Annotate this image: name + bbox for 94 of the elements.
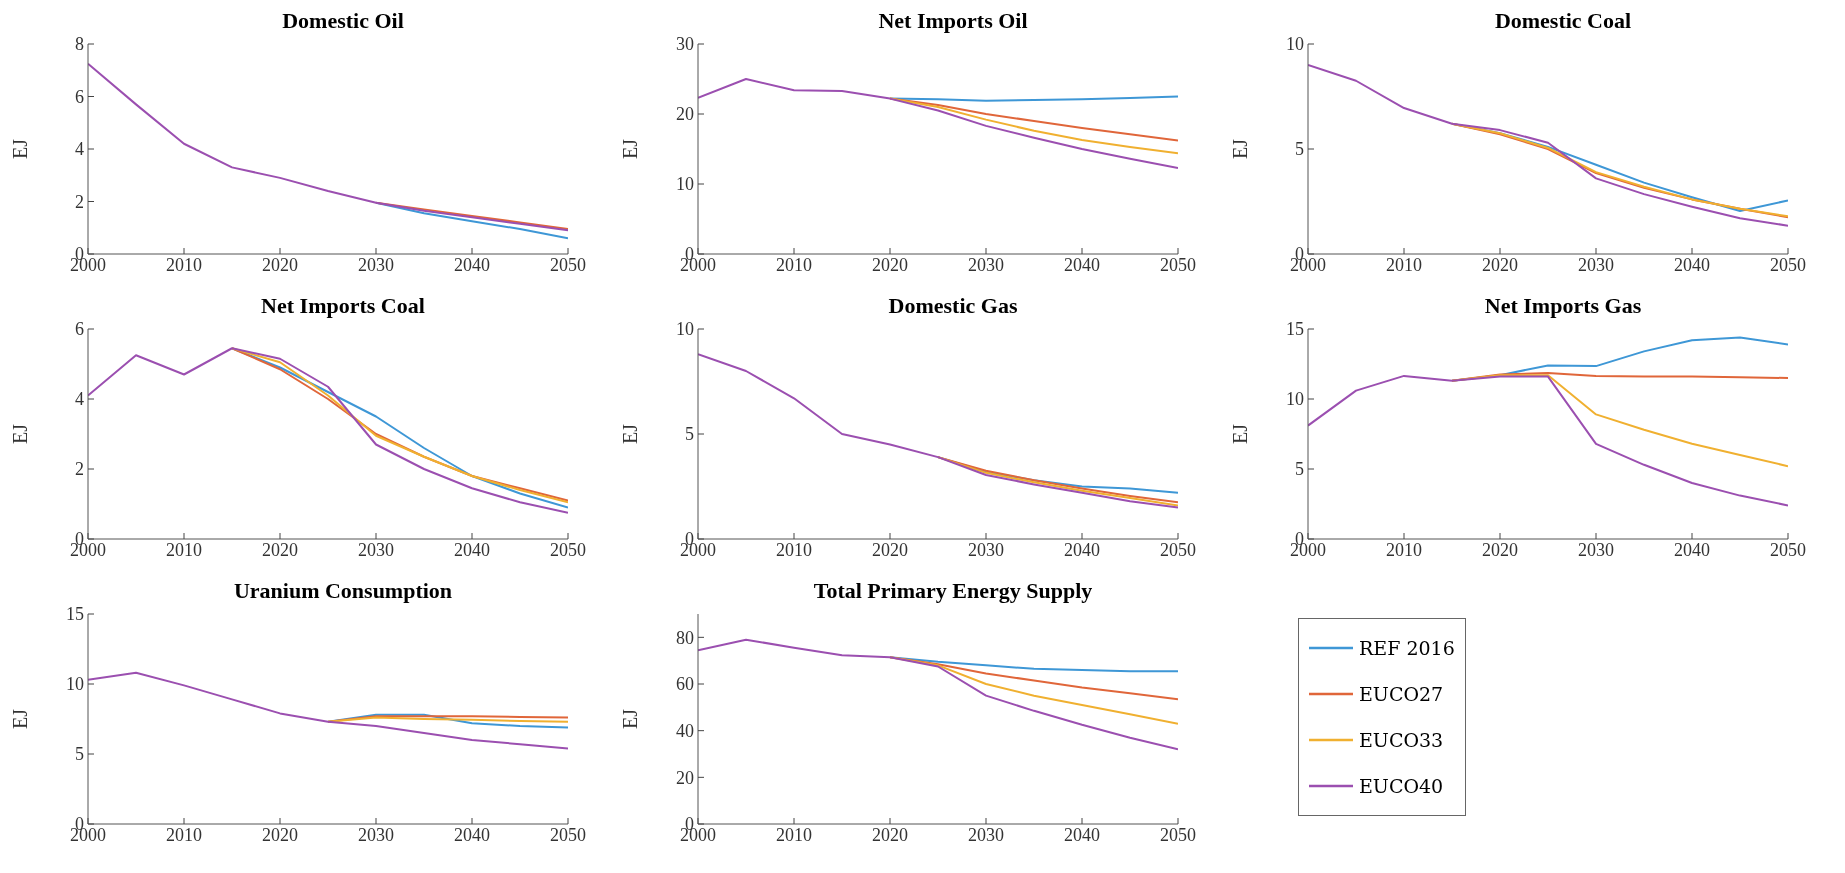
y-tick-label: 8 [75, 34, 84, 55]
y-axis-title: EJ [619, 138, 642, 159]
x-tick-label: 2050 [1160, 824, 1196, 845]
y-axis-title: EJ [619, 423, 642, 444]
y-axis-title: EJ [619, 708, 642, 729]
x-tick-label: 2040 [1064, 824, 1100, 845]
x-tick-label: 2020 [872, 539, 908, 560]
x-tick-label: 2050 [1770, 254, 1806, 275]
y-axis-title: EJ [9, 708, 32, 729]
x-tick-label: 2040 [454, 824, 490, 845]
chart-title: Domestic Gas [887, 293, 1019, 319]
y-tick-label: 20 [676, 767, 694, 788]
x-tick-label: 2030 [968, 824, 1004, 845]
y-tick-label: 2 [75, 191, 84, 212]
line-series [889, 656, 1178, 673]
chart-title: Net Imports Coal [260, 293, 426, 319]
legend-label: EUCO33 [1359, 729, 1444, 751]
line-series [88, 671, 568, 750]
y-tick-label: 5 [1295, 139, 1304, 160]
chart-title: Net Imports Gas [1483, 293, 1643, 319]
x-tick-label: 2010 [776, 539, 812, 560]
y-tick-label: 2 [75, 459, 84, 480]
x-tick-label: 2050 [1770, 539, 1806, 560]
y-tick-label: 4 [75, 389, 84, 410]
x-tick-label: 2020 [1482, 254, 1518, 275]
y-tick-label: 10 [1286, 389, 1304, 410]
x-tick-label: 2010 [776, 254, 812, 275]
legend-label: EUCO40 [1359, 775, 1444, 797]
x-tick-label: 2040 [454, 539, 490, 560]
line-series [698, 353, 1178, 509]
y-tick-label: 30 [676, 34, 694, 55]
x-tick-label: 2030 [968, 539, 1004, 560]
x-tick-label: 2040 [1064, 539, 1100, 560]
chart-title: Total Primary Energy Supply [812, 578, 1094, 604]
y-tick-label: 15 [66, 604, 84, 625]
x-tick-label: 2010 [166, 254, 202, 275]
y-tick-label: 60 [676, 674, 694, 695]
x-tick-label: 2010 [166, 539, 202, 560]
x-tick-label: 2020 [262, 254, 298, 275]
x-tick-label: 2040 [1674, 254, 1710, 275]
y-tick-label: 20 [676, 104, 694, 125]
x-tick-label: 2040 [1674, 539, 1710, 560]
y-tick-label: 80 [676, 627, 694, 648]
line-series [698, 638, 1178, 751]
x-tick-label: 2050 [550, 824, 586, 845]
x-tick-label: 2010 [776, 824, 812, 845]
line-series [88, 62, 568, 232]
x-tick-label: 2030 [358, 254, 394, 275]
y-tick-label: 5 [1295, 459, 1304, 480]
x-tick-label: 2050 [1160, 539, 1196, 560]
legend-label: REF 2016 [1359, 637, 1455, 659]
chart-title: Net Imports Oil [877, 8, 1029, 34]
x-tick-label: 2030 [968, 254, 1004, 275]
line-series [1308, 64, 1788, 227]
line-series [698, 78, 1178, 169]
x-tick-label: 2050 [550, 254, 586, 275]
chart-title: Uranium Consumption [232, 578, 454, 604]
y-axis-title: EJ [9, 423, 32, 444]
line-series [1451, 374, 1788, 468]
x-tick-label: 2020 [872, 254, 908, 275]
x-tick-label: 2020 [1482, 539, 1518, 560]
x-tick-label: 2030 [1578, 254, 1614, 275]
x-tick-label: 2010 [166, 824, 202, 845]
x-tick-label: 2010 [1386, 254, 1422, 275]
x-tick-label: 2050 [550, 539, 586, 560]
chart-title: Domestic Oil [281, 8, 405, 34]
y-tick-label: 10 [676, 319, 694, 340]
x-tick-label: 2040 [454, 254, 490, 275]
x-tick-label: 2020 [262, 824, 298, 845]
y-tick-label: 40 [676, 721, 694, 742]
line-series [1308, 374, 1788, 507]
y-tick-label: 15 [1286, 319, 1304, 340]
x-tick-label: 2030 [358, 539, 394, 560]
y-tick-label: 10 [1286, 34, 1304, 55]
y-axis-title: EJ [1229, 423, 1252, 444]
y-axis-title: EJ [1229, 138, 1252, 159]
x-tick-label: 2020 [872, 824, 908, 845]
x-tick-label: 2030 [1578, 539, 1614, 560]
y-tick-label: 5 [685, 424, 694, 445]
x-tick-label: 2010 [1386, 539, 1422, 560]
y-tick-label: 6 [75, 86, 84, 107]
legend-label: EUCO27 [1359, 683, 1444, 705]
line-series [88, 347, 568, 514]
y-axis-title: EJ [9, 138, 32, 159]
x-tick-label: 2050 [1160, 254, 1196, 275]
y-tick-label: 6 [75, 319, 84, 340]
chart-title: Domestic Coal [1493, 8, 1633, 34]
y-tick-label: 4 [75, 139, 84, 160]
y-tick-label: 10 [66, 674, 84, 695]
x-tick-label: 2040 [1064, 254, 1100, 275]
y-tick-label: 5 [75, 744, 84, 765]
y-tick-label: 10 [676, 174, 694, 195]
x-tick-label: 2020 [262, 539, 298, 560]
x-tick-label: 2030 [358, 824, 394, 845]
